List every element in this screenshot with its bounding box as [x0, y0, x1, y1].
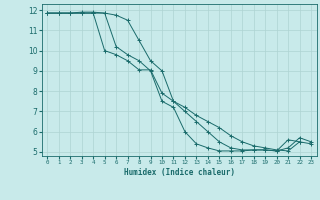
X-axis label: Humidex (Indice chaleur): Humidex (Indice chaleur) — [124, 168, 235, 177]
